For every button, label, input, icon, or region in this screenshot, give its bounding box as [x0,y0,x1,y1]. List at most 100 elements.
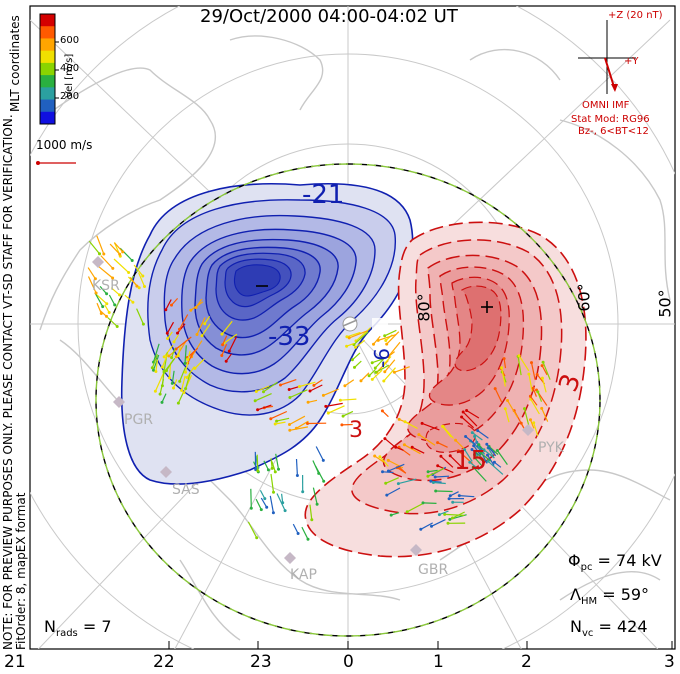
velocity-vector [255,498,262,510]
velocity-vector [506,400,519,418]
contour-label-neg33: -33 [268,322,311,352]
velocity-vector-origin [347,336,351,340]
velocity-vector-origin [306,400,310,404]
velocity-vector-origin [130,259,134,262]
velocity-vector [152,343,160,363]
velocity-vector [518,355,530,372]
map-title: 29/Oct/2000 04:00-04:02 UT [200,6,458,27]
velocity-vector-origin [185,376,189,379]
velocity-vector-origin [448,454,452,458]
velocity-vector-origin [224,359,228,363]
station-label-pyk: PYK [538,440,564,456]
velocity-vector [247,521,258,539]
velocity-vector-origin [486,459,490,463]
velocity-vector-origin [170,303,173,307]
velocity-vector-origin [273,470,277,474]
velocity-vector [184,345,187,364]
velocity-vector [107,317,118,327]
velocity-vector-origin [370,377,374,381]
colorbar-tick-200: 200 [60,91,80,102]
velocity-vector-origin [417,433,421,437]
colorbar-band [40,26,55,39]
velocity-vector-origin [184,387,188,391]
velocity-vector-origin [429,479,433,483]
cross-polar-potential: Φpc = 74 kV [568,551,662,573]
velocity-vector [151,354,159,369]
mlt-label-1: 1 [433,652,444,672]
velocity-vector-origin [523,407,526,411]
velocity-vector [462,411,478,427]
velocity-vector-origin [374,370,378,374]
velocity-vector-origin [431,481,435,484]
velocity-vector-origin [392,370,396,374]
velocity-vector [384,438,397,449]
velocity-vector [309,384,323,392]
velocity-vector [186,366,195,378]
velocity-vector-origin [220,354,224,357]
velocity-vector-origin [259,508,263,512]
velocity-vector-origin [419,527,423,531]
velocity-vector [95,293,108,305]
velocity-vector-origin [262,390,265,394]
velocity-vector-origin [321,393,325,397]
velocity-vector [204,315,211,325]
velocity-vector-origin [308,389,312,393]
velocity-vector [384,329,397,337]
velocity-vector-origin [315,502,319,506]
nvc-symbol: N [570,617,582,636]
velocity-vector [477,430,489,439]
velocity-vector [384,359,396,373]
velocity-vector [471,432,483,441]
velocity-vector-origin [172,386,175,390]
velocity-vector-origin [254,390,258,393]
phi-value: = 74 kV [597,551,662,570]
velocity-vector [175,340,187,358]
velocity-vector-origin [426,474,430,478]
velocity-vector [269,495,274,513]
velocity-vector [201,323,211,337]
velocity-vector [270,473,275,493]
velocity-vector-origin [403,420,407,424]
velocity-vector [517,356,522,376]
velocity-vector-origin [283,509,287,513]
velocity-vector-origin [473,449,477,453]
velocity-vector [404,444,421,455]
velocity-vector [256,454,259,471]
velocity-vector [472,466,487,482]
grid-gap-mark [372,318,388,332]
velocity-vector-origin [172,340,176,344]
latitude-label-80: 80° [414,293,434,322]
velocity-vector [488,446,499,455]
velocity-vector-origin [288,396,292,399]
velocity-vector [315,446,324,461]
phi-symbol: Φ [568,551,581,570]
velocity-vector-origin [470,431,474,435]
velocity-vector [422,502,437,504]
velocity-vector [435,490,453,493]
velocity-vector-origin [158,392,162,396]
velocity-vector [464,449,473,462]
velocity-vector-origin [443,512,447,516]
velocity-vector [260,497,268,508]
velocity-vector-origin [256,469,260,473]
velocity-vector [222,335,228,346]
velocity-vector [382,356,392,366]
velocity-vector [159,378,165,395]
velocity-vector-origin [380,409,384,413]
velocity-vector-origin [167,354,171,358]
velocity-vector [439,510,449,516]
velocity-vector-origin [141,274,145,278]
velocity-vector-origin [382,379,386,383]
velocity-vector [108,294,116,306]
velocity-vector-origin [135,284,139,288]
station-label-ksr: KSR [92,278,120,294]
velocity-vector-origin [287,388,291,391]
velocity-vector-origin [373,454,377,458]
velocity-vector [99,286,108,295]
velocity-vector [275,453,280,470]
velocity-vector [449,455,463,468]
velocity-vector [450,491,459,497]
velocity-vector-origin [359,379,363,383]
velocity-vector [88,240,100,255]
velocity-vector [172,379,178,389]
